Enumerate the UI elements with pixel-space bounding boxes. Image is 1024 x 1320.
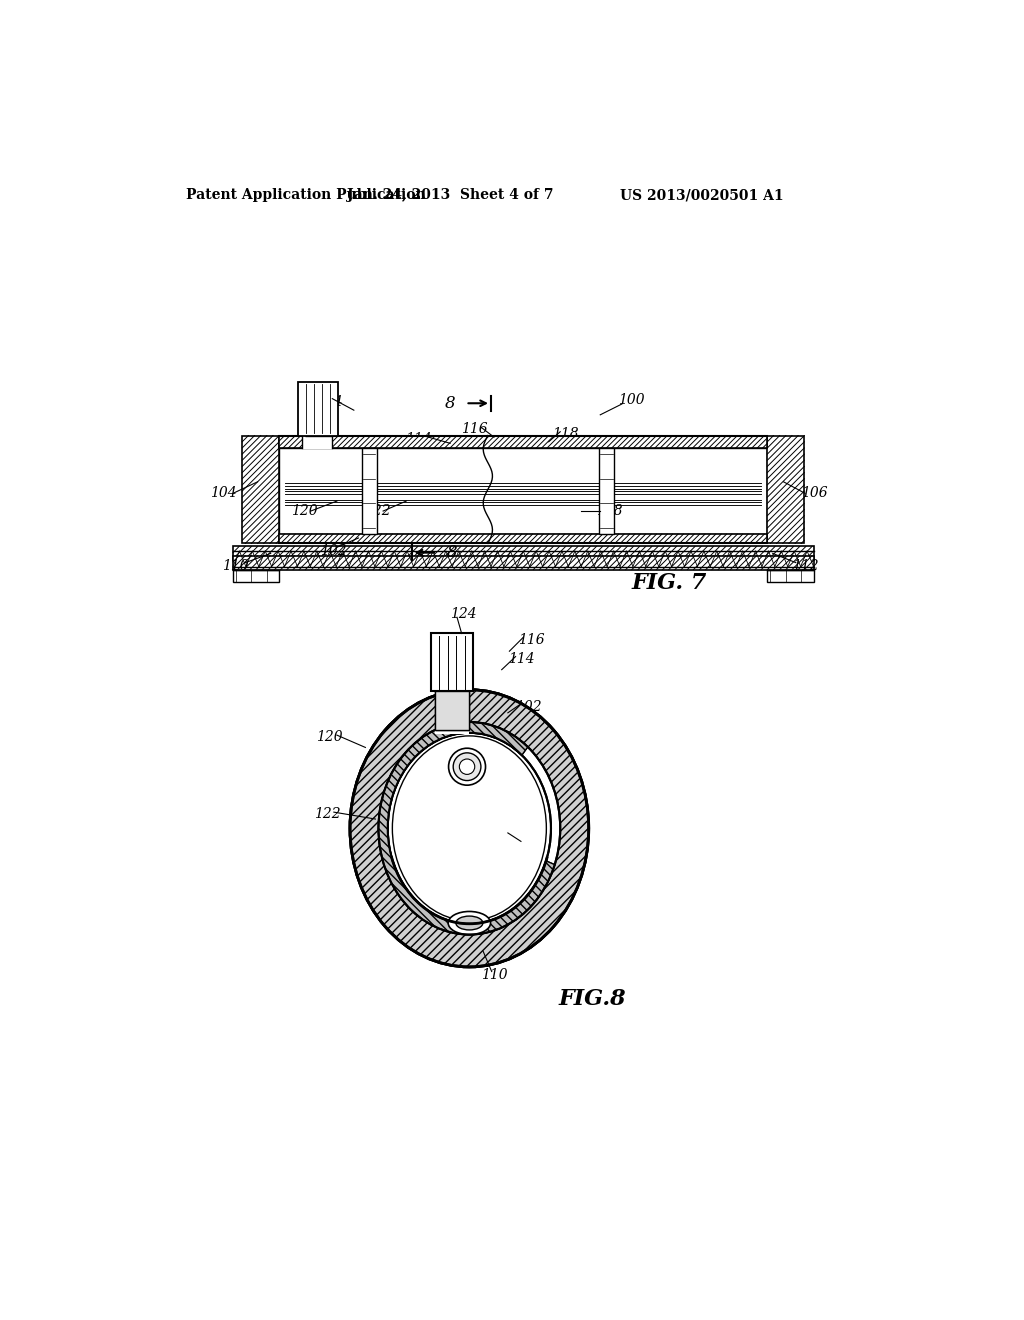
Text: 106: 106 (801, 486, 827, 500)
Text: FIG. 7: FIG. 7 (632, 573, 708, 594)
Text: 108: 108 (596, 504, 623, 517)
Circle shape (460, 759, 475, 775)
Circle shape (449, 748, 485, 785)
Text: 124: 124 (450, 607, 476, 622)
Polygon shape (384, 861, 555, 935)
Text: 8: 8 (444, 395, 456, 412)
Bar (298, 381, 339, 436)
Bar (435, 692, 469, 730)
Bar (767, 436, 804, 544)
Polygon shape (379, 747, 417, 865)
Text: 100: 100 (618, 393, 645, 407)
Text: 104: 104 (516, 837, 543, 850)
Bar (435, 692, 469, 734)
Text: 110: 110 (480, 968, 507, 982)
Bar (302, 434, 332, 449)
Text: 120: 120 (316, 730, 343, 744)
Ellipse shape (350, 689, 589, 968)
Bar (243, 436, 280, 544)
Bar (280, 436, 767, 447)
Ellipse shape (392, 737, 547, 921)
Text: 112: 112 (792, 560, 818, 573)
Bar (233, 546, 813, 561)
Bar (280, 535, 767, 544)
Text: US 2013/0020501 A1: US 2013/0020501 A1 (621, 189, 784, 202)
Bar (767, 570, 813, 582)
Text: 114: 114 (406, 432, 432, 446)
Bar (431, 634, 473, 692)
Text: Patent Application Publication: Patent Application Publication (186, 189, 426, 202)
Text: 8: 8 (446, 544, 457, 561)
Ellipse shape (388, 733, 551, 924)
Polygon shape (379, 722, 555, 935)
Text: 108: 108 (435, 820, 462, 834)
Bar (599, 447, 614, 535)
Ellipse shape (449, 911, 490, 935)
Bar (233, 556, 813, 570)
Ellipse shape (350, 689, 589, 968)
Text: FIG.8: FIG.8 (559, 989, 627, 1010)
Text: 102: 102 (515, 700, 542, 714)
Text: Jan. 24, 2013  Sheet 4 of 7: Jan. 24, 2013 Sheet 4 of 7 (347, 189, 553, 202)
Text: 120: 120 (291, 504, 317, 517)
Text: 116: 116 (518, 632, 545, 647)
Bar (280, 447, 767, 535)
Ellipse shape (456, 916, 483, 929)
Circle shape (454, 752, 481, 780)
Text: 124: 124 (316, 395, 343, 409)
Bar (435, 692, 469, 730)
Text: 122: 122 (364, 504, 390, 517)
Text: 118: 118 (552, 428, 579, 441)
Polygon shape (411, 722, 527, 755)
Text: 110: 110 (222, 560, 249, 573)
Text: 102: 102 (321, 544, 347, 558)
Bar (361, 447, 377, 535)
Text: 104: 104 (210, 486, 237, 500)
Bar (233, 570, 280, 582)
Text: 114: 114 (508, 652, 535, 665)
Text: 122: 122 (313, 808, 340, 821)
Text: 116: 116 (462, 422, 488, 437)
Ellipse shape (379, 722, 560, 935)
